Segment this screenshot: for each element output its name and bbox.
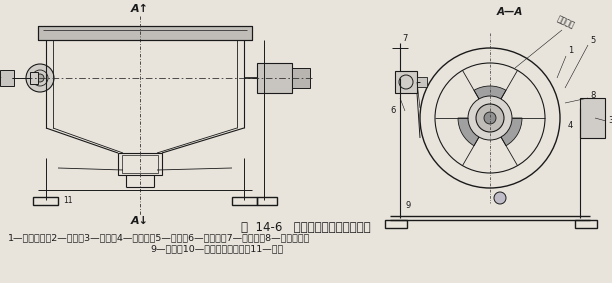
Bar — [395, 71, 417, 93]
Bar — [38, 26, 252, 40]
Text: 11: 11 — [63, 196, 72, 205]
Text: 1: 1 — [568, 46, 573, 55]
Bar — [385, 220, 407, 228]
Circle shape — [484, 112, 496, 124]
Text: 1—永磁圆筒；2—磁系；3—槽体；4—磁弓板；5—支架；6—喷水管；7—给矿沿；8—卸矿水管；: 1—永磁圆筒；2—磁系；3—槽体；4—磁弓板；5—支架；6—喷水管；7—给矿沿；… — [8, 233, 310, 242]
Wedge shape — [474, 86, 506, 101]
Text: 3: 3 — [608, 116, 612, 125]
Text: 调磁机构: 调磁机构 — [555, 14, 575, 30]
Bar — [122, 155, 158, 173]
Text: 4: 4 — [568, 121, 573, 130]
Bar — [257, 197, 277, 205]
Wedge shape — [458, 118, 480, 146]
Bar — [0, 70, 14, 86]
Circle shape — [36, 74, 44, 82]
Bar — [118, 153, 162, 175]
Text: 9: 9 — [405, 201, 410, 210]
Text: 8: 8 — [590, 91, 595, 100]
Bar — [575, 220, 597, 228]
Bar — [580, 98, 605, 138]
Bar — [257, 63, 292, 93]
Text: 6: 6 — [390, 106, 395, 115]
Bar — [33, 197, 58, 205]
Bar — [30, 72, 38, 84]
Circle shape — [468, 96, 512, 140]
Circle shape — [26, 64, 54, 92]
Text: A—A: A—A — [497, 7, 523, 17]
Text: 5: 5 — [590, 36, 595, 45]
Wedge shape — [500, 118, 522, 146]
Text: A↓: A↓ — [131, 216, 149, 226]
Circle shape — [476, 104, 504, 132]
Text: 10.: 10. — [0, 72, 2, 80]
Text: 9—底板；10—磁偏角调整装置；11—机架: 9—底板；10—磁偏角调整装置；11—机架 — [150, 244, 283, 253]
Bar — [232, 197, 257, 205]
Bar — [292, 68, 310, 88]
Bar — [417, 77, 427, 87]
Circle shape — [494, 192, 506, 204]
Bar — [38, 26, 252, 40]
Text: A↑: A↑ — [131, 4, 149, 14]
Text: 图  14-6   半逆流型永磁筒式磁选机: 图 14-6 半逆流型永磁筒式磁选机 — [241, 221, 371, 234]
Text: 7: 7 — [402, 34, 408, 43]
